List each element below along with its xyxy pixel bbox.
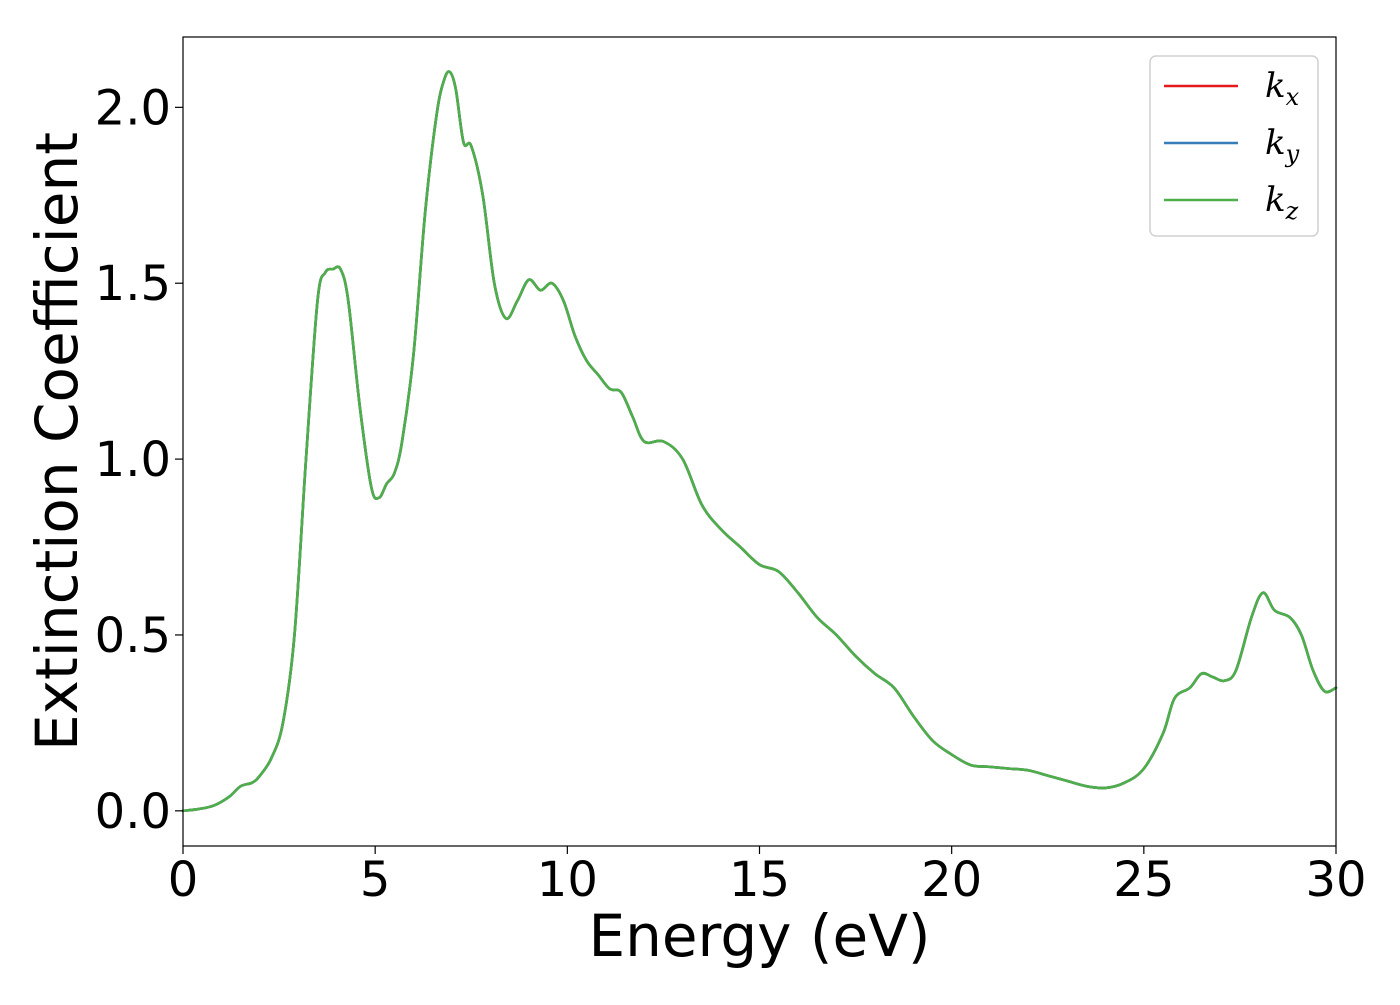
y-axis: 0.0 0.5 1.0 1.5 2.0: [95, 80, 183, 840]
series-line-kz: [181, 70, 1338, 813]
legend-label-kz: kz: [1265, 180, 1299, 225]
legend-label-subscript: x: [1286, 83, 1300, 111]
x-tick-label: 20: [921, 852, 982, 908]
y-tick-label: 1.5: [95, 256, 171, 312]
series-layer: [181, 70, 1338, 813]
y-axis-title: Extinction Coefficient: [23, 132, 91, 751]
legend-label-ky: ky: [1265, 123, 1300, 168]
legend-box: [1149, 55, 1319, 237]
legend-label-base: k: [1265, 123, 1286, 163]
x-tick-label: 5: [360, 852, 391, 908]
y-tick-label: 0.5: [95, 608, 171, 664]
x-tick-label: 25: [1113, 852, 1174, 908]
y-tick-label: 0.0: [95, 784, 171, 840]
legend-label-subscript: y: [1285, 140, 1300, 168]
y-tick-label: 1.0: [95, 432, 171, 488]
x-tick-label: 0: [168, 852, 199, 908]
x-axis-title: Energy (eV): [588, 902, 930, 970]
legend-label-subscript: z: [1285, 197, 1299, 225]
legend-label-kx: kx: [1265, 66, 1300, 111]
legend-label-base: k: [1265, 66, 1286, 106]
x-tick-label: 10: [537, 852, 598, 908]
x-tick-label: 30: [1305, 852, 1366, 908]
legend-label-base: k: [1265, 180, 1286, 220]
y-tick-label: 2.0: [95, 80, 171, 136]
x-axis: 0 5 10 15 20 25 30: [168, 846, 1367, 908]
x-tick-label: 15: [729, 852, 790, 908]
plot-background: [183, 37, 1336, 846]
